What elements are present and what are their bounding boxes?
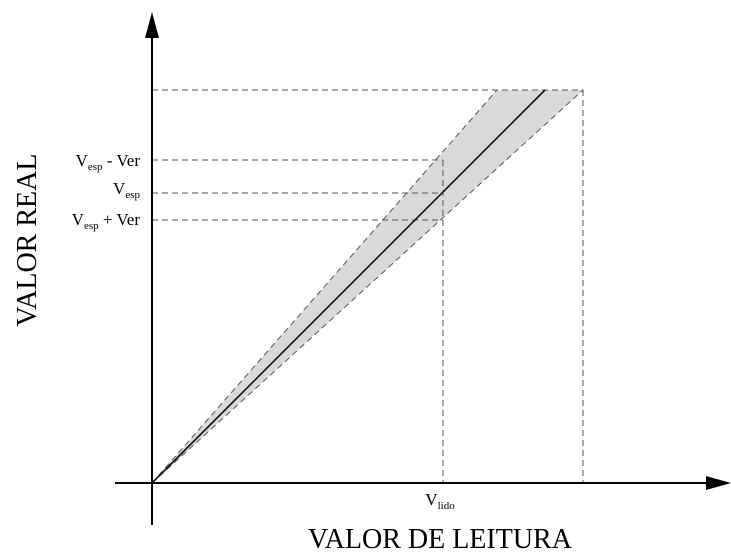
x-axis-title: VALOR DE LEITURA: [308, 524, 573, 555]
label-vlido: Vlido: [425, 490, 455, 512]
label-vesp-minus: Vesp - Ver: [76, 151, 141, 173]
upper-bound: [151, 89, 498, 484]
y-axis-title: VALOR REAL: [12, 154, 43, 327]
ideal-line: [151, 89, 546, 484]
label-vesp-plus: Vesp + Ver: [72, 210, 141, 232]
lower-bound: [151, 89, 584, 484]
x-arrow: [706, 476, 731, 490]
y-arrow: [145, 12, 159, 38]
label-vesp: Vesp: [113, 179, 140, 201]
